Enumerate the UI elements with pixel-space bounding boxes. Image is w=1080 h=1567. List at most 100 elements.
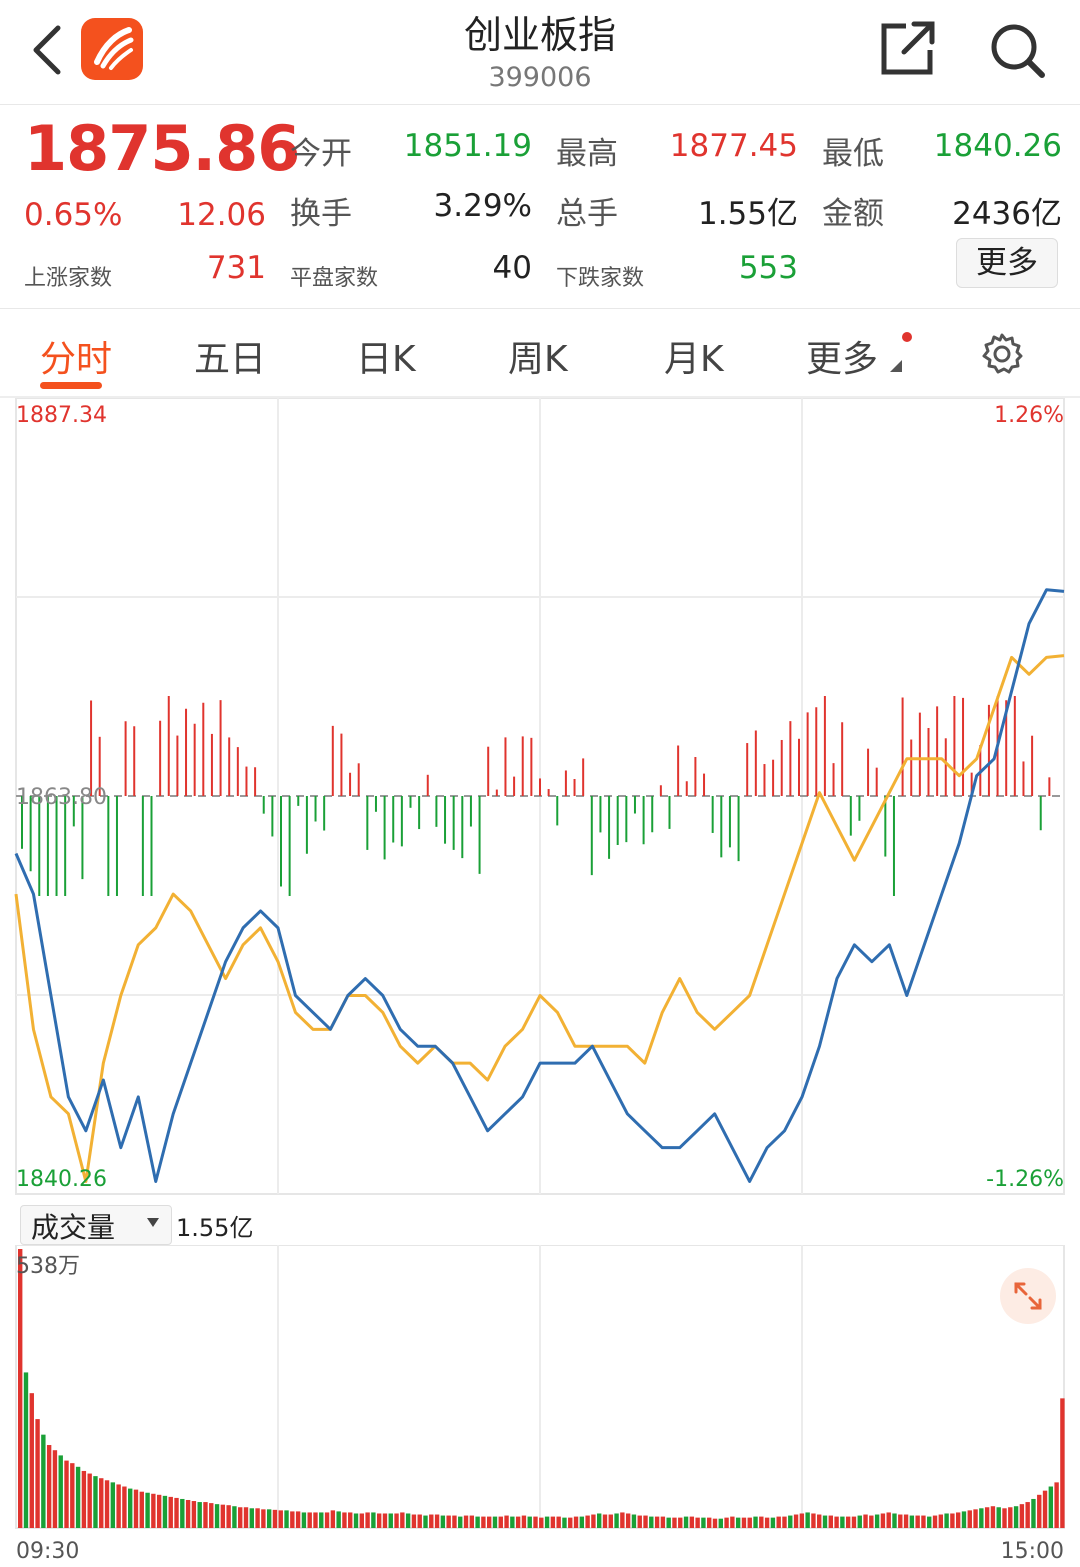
volume-bar	[301, 1512, 307, 1528]
pct-min-label: -1.26%	[986, 1167, 1064, 1192]
volume-bar	[961, 1511, 967, 1528]
flat-count-label: 平盘家数	[290, 266, 379, 291]
volume-bar	[527, 1516, 532, 1528]
volume-bar	[880, 1513, 886, 1528]
volume-bar	[145, 1492, 150, 1528]
divider	[0, 396, 1080, 398]
volume-bar	[863, 1514, 868, 1528]
open-label: 今开	[290, 136, 352, 172]
volume-selector[interactable]: 成交量	[20, 1205, 172, 1245]
volume-bar	[504, 1515, 509, 1528]
volume-bar	[266, 1509, 272, 1528]
average-price-line	[14, 654, 1065, 1183]
price-chart[interactable]: 1887.34 1840.26 1863.80 1.26% -1.26%	[0, 398, 1080, 1198]
volume-bar	[683, 1516, 689, 1528]
volume-bar	[492, 1516, 498, 1528]
volume-bar	[35, 1419, 40, 1528]
volume-bar	[666, 1517, 671, 1528]
volume-bar	[249, 1508, 254, 1528]
volume-bar	[174, 1497, 179, 1528]
settings-icon[interactable]	[980, 332, 1024, 376]
volume-bar	[996, 1507, 1001, 1528]
volume-bar	[99, 1478, 104, 1528]
time-start-label: 09:30	[16, 1539, 79, 1564]
volume-bar	[1037, 1494, 1042, 1528]
share-icon[interactable]	[878, 20, 938, 78]
volume-bar	[209, 1503, 214, 1528]
volume-bar	[1054, 1482, 1059, 1528]
volume-bar	[52, 1450, 58, 1528]
expand-button[interactable]	[1000, 1268, 1056, 1324]
nav-header: 创业板指 399006	[0, 0, 1080, 105]
more-button[interactable]: 更多	[956, 238, 1058, 288]
up-count-label: 上涨家数	[24, 266, 113, 291]
volume-bar	[295, 1511, 301, 1528]
volume-bar	[938, 1514, 944, 1528]
flat-count: 40	[492, 250, 532, 286]
volume-bar	[770, 1517, 776, 1528]
volume-bar	[984, 1507, 990, 1528]
volume-bar	[903, 1514, 909, 1528]
volume-bar	[515, 1516, 521, 1528]
volume-bar	[625, 1513, 631, 1528]
volume-bar	[967, 1510, 972, 1528]
volume-bar	[840, 1516, 845, 1528]
volume-bar	[180, 1498, 185, 1528]
volume-bar	[133, 1489, 139, 1528]
amount-label: 金额	[822, 196, 884, 232]
volume-bar	[214, 1504, 220, 1528]
volume-bar	[376, 1513, 382, 1528]
volume-bar	[759, 1516, 764, 1528]
volume-bar	[359, 1513, 365, 1528]
volume-bar	[388, 1513, 393, 1528]
volume-chart[interactable]: 538万 09:30 15:00	[0, 1245, 1080, 1567]
volume-bar	[197, 1502, 202, 1528]
tab-five-day[interactable]: 五日	[194, 339, 267, 380]
volume-bar	[18, 1249, 23, 1528]
volume-bar	[602, 1514, 608, 1528]
volume-bar	[128, 1488, 133, 1528]
volume-bar	[707, 1517, 712, 1528]
volume-bar	[730, 1516, 735, 1528]
volume-bar	[191, 1501, 197, 1528]
volume-bar	[782, 1516, 787, 1528]
volume-bar	[955, 1512, 961, 1528]
notification-dot	[902, 332, 912, 342]
volume-bar	[1008, 1507, 1013, 1528]
tab-more[interactable]: 更多	[806, 339, 879, 380]
volume-bar	[678, 1517, 683, 1528]
volume-bar	[1025, 1502, 1030, 1528]
volume-bar	[481, 1516, 486, 1528]
search-icon[interactable]	[986, 20, 1048, 80]
tab-monthly-k[interactable]: 月K	[664, 339, 724, 380]
volume-bar	[463, 1515, 469, 1528]
volume-bar	[510, 1516, 515, 1528]
volume-bar	[1060, 1398, 1065, 1528]
back-icon[interactable]	[28, 22, 68, 78]
volume-bar	[116, 1484, 121, 1528]
high-value: 1877.45	[669, 128, 798, 164]
tab-intraday[interactable]: 分时	[40, 339, 113, 380]
volume-bar	[486, 1516, 492, 1528]
volume-bar	[521, 1515, 527, 1528]
volume-bar	[139, 1491, 144, 1528]
tab-weekly-k[interactable]: 周K	[508, 339, 568, 380]
tab-daily-k[interactable]: 日K	[356, 339, 416, 380]
volume-bar	[255, 1508, 260, 1528]
volume-bar	[23, 1372, 29, 1528]
time-end-label: 15:00	[1001, 1539, 1064, 1564]
volume-bar	[718, 1518, 723, 1528]
volume-bar	[597, 1513, 602, 1528]
volume-bar	[973, 1509, 978, 1528]
volume-bar	[747, 1517, 752, 1528]
volume-bar	[278, 1510, 283, 1528]
volume-bar	[689, 1516, 695, 1528]
volume-bar	[365, 1512, 370, 1528]
volume-bar	[788, 1515, 793, 1528]
volume-bar	[927, 1516, 932, 1528]
y-min-label: 1840.26	[16, 1167, 107, 1192]
volume-bar	[741, 1517, 747, 1528]
change-pct: 0.65%	[24, 197, 123, 233]
volume-bar	[817, 1514, 822, 1528]
volume-bar	[845, 1516, 851, 1528]
